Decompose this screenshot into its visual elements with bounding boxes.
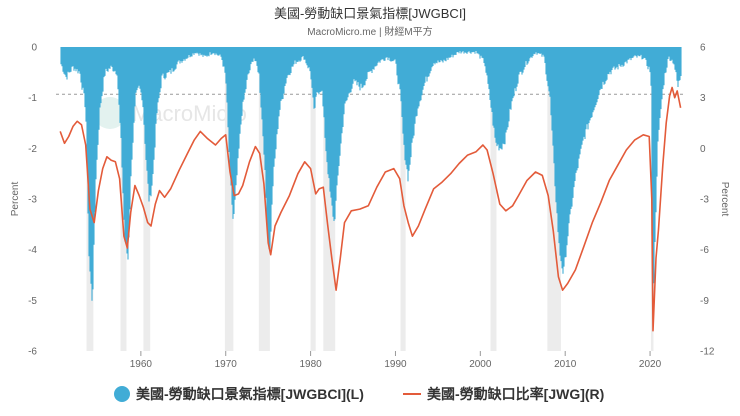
left-tick-label: -5 [28,296,37,307]
x-axis-ticks: 1960 1970 1980 1990 2000 2010 2020 [130,351,662,370]
right-axis-title: Percent [719,182,730,217]
chart-subtitle: MacroMicro.me | 財經M平方 [307,25,432,38]
x-tick-label: 1960 [130,359,153,370]
left-axis-title: Percent [10,182,21,217]
left-tick-label: -4 [28,245,37,256]
left-tick-label: -1 [28,93,37,104]
right-tick-label: -6 [700,245,709,256]
right-tick-label: -3 [700,195,709,206]
recession-band [224,47,234,351]
series-jwg-line [59,86,682,332]
x-tick-label: 2000 [469,359,492,370]
legend-marker-circle-icon [114,386,130,402]
legend-item-jwg[interactable]: 美國-勞動缺口比率[JWG](R) [403,386,604,402]
recession-band [323,47,336,351]
x-tick-label: 2020 [639,359,662,370]
left-tick-label: -6 [28,347,37,358]
watermark-logo-icon [94,97,126,129]
series-jwg-line-path [59,86,682,332]
left-tick-label: 0 [31,43,37,54]
left-axis-ticks: 0 -1 -2 -3 -4 -5 -6 [28,43,37,358]
legend-item-jwgbci[interactable]: 美國-勞動缺口景氣指標[JWGBCI](L) [114,386,364,402]
legend-label-jwgbci: 美國-勞動缺口景氣指標[JWGBCI](L) [136,386,364,402]
left-tick-label: -2 [28,144,37,155]
right-tick-label: 3 [700,93,706,104]
right-tick-label: 0 [700,144,706,155]
right-tick-label: 6 [700,43,706,54]
legend[interactable]: 美國-勞動缺口景氣指標[JWGBCI](L) 美國-勞動缺口比率[JWG](R) [114,386,604,402]
right-tick-label: -12 [700,347,715,358]
recession-band [310,47,316,351]
series-jwgbci-area [60,47,682,321]
chart-title: 美國-勞動缺口景氣指標[JWGBCI] [274,6,466,21]
left-tick-label: -3 [28,195,37,206]
legend-label-jwg: 美國-勞動缺口比率[JWG](R) [427,386,604,402]
x-tick-label: 1970 [215,359,238,370]
x-tick-label: 2010 [554,359,577,370]
x-tick-label: 1980 [299,359,322,370]
right-axis-ticks: 6 3 0 -3 -6 -9 -12 [700,43,715,358]
watermark: MacroMicro [94,97,247,129]
right-tick-label: -9 [700,296,709,307]
recession-band [490,47,497,351]
series-jwgbci-area-path [60,47,682,321]
recession-band [143,47,151,351]
x-tick-label: 1990 [384,359,407,370]
